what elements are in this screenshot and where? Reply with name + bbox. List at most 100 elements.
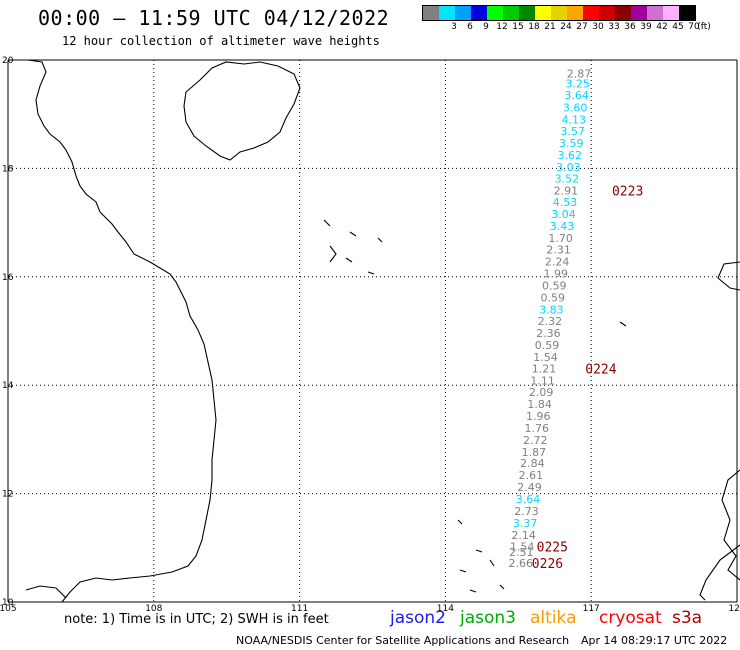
wave-height-label: 1.11 [530,374,555,387]
legend-tick-label: 42 [656,22,668,32]
coastline-palawan [699,544,740,601]
wave-height-label: 2.36 [536,327,561,340]
wave-height-label: 2.24 [545,256,570,269]
wave-height-label: 3.43 [550,220,575,233]
wave-height-label: 3.25 [565,77,590,90]
wave-height-label: 1.76 [525,422,550,435]
wave-height-label: 2.61 [519,469,544,482]
legend-tick-label: 24 [560,22,572,32]
wave-height-label: 1.96 [526,410,551,423]
wave-height-label: 2.87 [567,68,592,81]
wave-height-label: 2.91 [554,185,579,198]
legend-swatch [471,6,487,20]
map-title: 00:00 – 11:59 UTC 04/12/2022 [38,6,390,30]
legend-tick-label: 33 [608,22,620,32]
legend-swatch [423,6,439,20]
legend-tick-label: 12 [496,22,508,32]
wave-height-label: 3.64 [564,89,589,102]
grid-lines [7,59,738,603]
generated-date: Apr 14 08:29:17 UTC 2022 [581,634,728,647]
wave-height-label: 2.31 [546,244,571,257]
wave-height-label: 2.84 [520,457,545,470]
axis-labels: 105 108 111 114 117 120 20 18 16 14 12 10 [0,56,740,614]
map-subtitle: 12 hour collection of altimeter wave hei… [62,34,380,48]
wave-height-label: 2.51 [509,546,534,559]
legend-tick-label: 21 [544,22,556,32]
coastline-vietnam [27,59,217,603]
legend-swatch [663,6,679,20]
legend-tick-label: 45 [672,22,684,32]
wave-height-label: 3.83 [539,303,564,316]
pass-time-label: 0224 [585,362,616,377]
legend-unit-label: (ft) [697,22,711,32]
legend-swatch [535,6,551,20]
satellite-name-jason3: jason3 [460,608,516,628]
legend-tick-label: 70 [688,22,700,32]
legend-swatch [599,6,615,20]
wave-height-label: 0.59 [535,339,560,352]
lon-tick-label: 105 [0,604,17,614]
coastline-philippines-north [717,261,740,291]
legend-swatch [567,6,583,20]
coastline-paracel [323,219,383,275]
pass-time-label: 0223 [612,185,643,200]
wave-height-label: 1.87 [522,446,547,459]
legend-tick-label: 3 [451,22,457,32]
coastline-hainan [183,61,301,161]
legend-swatch [503,6,519,20]
legend-swatch [487,6,503,20]
wave-height-label: 2.09 [529,386,554,399]
wave-height-label: 3.04 [551,208,576,221]
legend-tick-label: 36 [624,22,636,32]
wave-height-label: 2.66 [508,557,533,570]
legend-labels: 3 6 9 12 15 18 21 24 27 30 33 36 39 42 45 70 (ft) [422,21,711,33]
legend-swatch [583,6,599,20]
credit-text: NOAA/NESDIS Center for Satellite Applica… [236,634,570,647]
wave-height-label: 3.60 [563,102,588,115]
footnote: note: 1) Time is in UTC; 2) SWH is in fe… [64,612,329,627]
lon-tick-label: 120 [728,604,740,614]
legend-swatch [439,6,455,20]
lat-tick-label: 12 [2,490,13,500]
legend-swatch [615,6,631,20]
wave-height-label: 2.32 [538,315,563,328]
wave-height-label: 2.72 [523,434,548,447]
legend-tick-label: 15 [512,22,524,32]
legend-tick-label: 39 [640,22,652,32]
legend-tick-label: 30 [592,22,604,32]
lon-tick-label: 108 [145,604,162,614]
legend-swatch [647,6,663,20]
satellite-name-jason2: jason2 [390,608,446,628]
wave-height-label: 1.21 [532,362,557,375]
wave-height-label: 3.62 [558,149,583,162]
legend-swatch [631,6,647,20]
wave-height-labels: 2.873.253.643.604.133.573.593.623.033.52… [508,68,591,570]
wave-height-label: 3.59 [559,137,584,150]
legend-swatch [679,6,695,20]
color-legend: 3 6 9 12 15 18 21 24 27 30 33 36 39 42 45 70 (ft) [422,5,711,33]
coastline-philippines-mid [721,469,740,581]
legend-tick-label: 6 [467,22,473,32]
wave-height-label: 3.64 [516,493,541,506]
legend-tick-label: 27 [576,22,588,32]
legend-tick-label: 18 [528,22,540,32]
lat-tick-label: 20 [2,56,14,66]
wave-height-label: 0.59 [542,279,567,292]
coastline-gulf-thailand [25,585,67,599]
wave-height-label: 1.70 [548,232,573,245]
legend-swatch [519,6,535,20]
legend-swatches [422,5,696,21]
wave-height-label: 3.57 [560,125,585,138]
lon-tick-label: 114 [437,604,454,614]
pass-time-label: 0225 [537,541,568,556]
wave-height-label: 1.84 [527,398,552,411]
legend-swatch [455,6,471,20]
lon-tick-label: 111 [291,604,308,614]
wave-height-label: 4.53 [553,196,578,209]
legend-swatch [551,6,567,20]
pass-time-label: 0226 [532,557,563,572]
wave-height-label: 3.03 [556,161,581,174]
wave-height-label: 1.99 [543,268,568,281]
lat-tick-label: 10 [2,598,14,608]
